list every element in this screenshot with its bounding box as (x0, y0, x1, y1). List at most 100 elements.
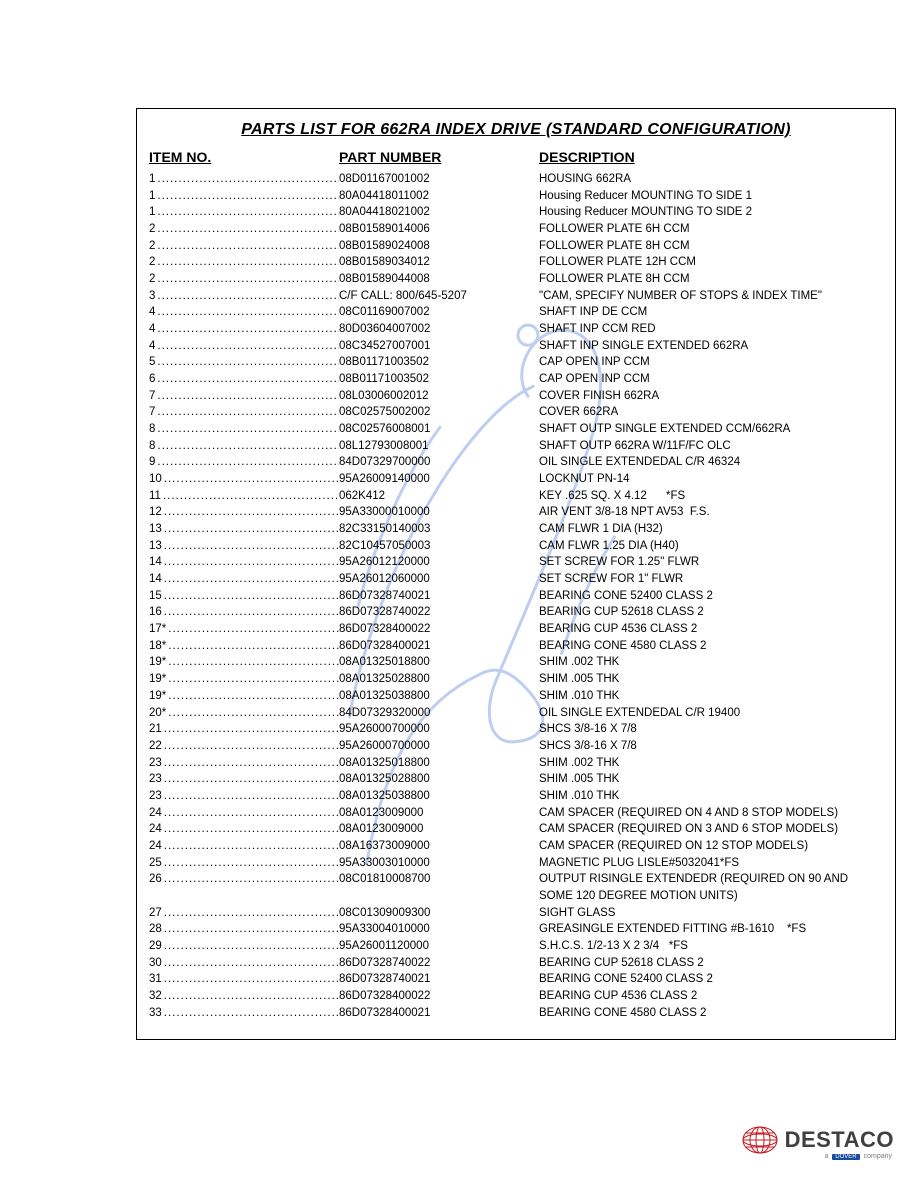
leader-dots: ........................................… (164, 471, 339, 488)
cell-item: 21......................................… (149, 721, 339, 738)
cell-item: 33......................................… (149, 1005, 339, 1022)
cell-description: SHCS 3/8-16 X 7/8 (539, 738, 883, 755)
table-row: 24......................................… (149, 805, 883, 822)
cell-item: 27......................................… (149, 905, 339, 922)
table-row: 29......................................… (149, 938, 883, 955)
cell-item: 4.......................................… (149, 321, 339, 338)
cell-description: CAM SPACER (REQUIRED ON 3 AND 6 STOP MOD… (539, 821, 883, 838)
cell-part-number: 80A04418011002 (339, 188, 539, 205)
item-number: 5 (149, 354, 157, 371)
table-row: 31......................................… (149, 971, 883, 988)
table-row: 20*.....................................… (149, 705, 883, 722)
cell-description: KEY .625 SQ. X 4.12 *FS (539, 488, 883, 505)
cell-part-number: 95A33004010000 (339, 921, 539, 938)
leader-dots: ........................................… (157, 304, 339, 321)
table-row: 25......................................… (149, 855, 883, 872)
table-row: 6.......................................… (149, 371, 883, 388)
leader-dots: ........................................… (164, 538, 339, 555)
item-number: 1 (149, 188, 157, 205)
cell-part-number: 08C01169007002 (339, 304, 539, 321)
table-row: 2.......................................… (149, 254, 883, 271)
item-number: 27 (149, 905, 164, 922)
item-number: 13 (149, 538, 164, 555)
cell-item: 2.......................................… (149, 254, 339, 271)
item-number: 19* (149, 671, 168, 688)
table-row: 7.......................................… (149, 388, 883, 405)
cell-item: 30......................................… (149, 955, 339, 972)
leader-dots: ........................................… (164, 971, 339, 988)
leader-dots: ........................................… (164, 588, 339, 605)
cell-part-number: 08L12793008001 (339, 438, 539, 455)
cell-item: 17*.....................................… (149, 621, 339, 638)
cell-item: 14......................................… (149, 554, 339, 571)
item-number: 4 (149, 338, 157, 355)
leader-dots: ........................................… (157, 438, 339, 455)
cell-item: 12......................................… (149, 504, 339, 521)
cell-description: SHAFT INP SINGLE EXTENDED 662RA (539, 338, 883, 355)
leader-dots: ........................................… (164, 871, 339, 888)
cell-part-number: 08C01309009300 (339, 905, 539, 922)
cell-part-number: 08A01325018800 (339, 755, 539, 772)
cell-description: BEARING CONE 4580 CLASS 2 (539, 1005, 883, 1022)
leader-dots: ........................................… (157, 371, 339, 388)
item-number: 29 (149, 938, 164, 955)
cell-item: 5.......................................… (149, 354, 339, 371)
leader-dots: ........................................… (157, 271, 339, 288)
cell-description: FOLLOWER PLATE 6H CCM (539, 221, 883, 238)
cell-part-number: 08L03006002012 (339, 388, 539, 405)
cell-item: 28......................................… (149, 921, 339, 938)
cell-description: CAP OPEN INP CCM (539, 371, 883, 388)
cell-item: 32......................................… (149, 988, 339, 1005)
table-row: 9.......................................… (149, 454, 883, 471)
item-number: 10 (149, 471, 164, 488)
cell-part-number: 86D07328400021 (339, 638, 539, 655)
cell-description: SHCS 3/8-16 X 7/8 (539, 721, 883, 738)
item-number: 1 (149, 204, 157, 221)
cell-item: 11......................................… (149, 488, 339, 505)
cell-item: 7.......................................… (149, 388, 339, 405)
cell-description: BEARING CONE 52400 CLASS 2 (539, 588, 883, 605)
item-number: 20* (149, 705, 168, 722)
cell-item: 10......................................… (149, 471, 339, 488)
table-row: 8.......................................… (149, 438, 883, 455)
cell-part-number: 86D07328740022 (339, 604, 539, 621)
item-number: 2 (149, 271, 157, 288)
table-row: 14......................................… (149, 571, 883, 588)
leader-dots: ........................................… (157, 171, 339, 188)
cell-item: 19*.....................................… (149, 671, 339, 688)
cell-item: 13......................................… (149, 521, 339, 538)
leader-dots: ........................................… (157, 388, 339, 405)
cell-description: S.H.C.S. 1/2-13 X 2 3/4 *FS (539, 938, 883, 955)
table-row: 3.......................................… (149, 288, 883, 305)
table-row: 23......................................… (149, 755, 883, 772)
cell-item: 6.......................................… (149, 371, 339, 388)
cell-part-number: C/F CALL: 800/645-5207 (339, 288, 539, 305)
cell-description: FOLLOWER PLATE 12H CCM (539, 254, 883, 271)
cell-part-number: 86D07328740022 (339, 955, 539, 972)
leader-dots: ........................................… (164, 855, 339, 872)
item-number: 2 (149, 238, 157, 255)
item-number: 22 (149, 738, 164, 755)
item-number: 7 (149, 388, 157, 405)
table-row: 19*.....................................… (149, 654, 883, 671)
cell-part-number: 82C33150140003 (339, 521, 539, 538)
cell-item: 1.......................................… (149, 204, 339, 221)
cell-description: OIL SINGLE EXTENDEDAL C/R 46324 (539, 454, 883, 471)
table-row: 7.......................................… (149, 404, 883, 421)
leader-dots: ........................................… (164, 521, 339, 538)
column-headers: ITEM NO. PART NUMBER DESCRIPTION (149, 149, 883, 171)
cell-part-number: 08B01589024008 (339, 238, 539, 255)
table-row: 24......................................… (149, 838, 883, 855)
cell-part-number: 95A26012060000 (339, 571, 539, 588)
leader-dots: ........................................… (157, 204, 339, 221)
table-row: 30......................................… (149, 955, 883, 972)
header-desc: DESCRIPTION (539, 149, 883, 165)
table-row: 8.......................................… (149, 421, 883, 438)
cell-item: 7.......................................… (149, 404, 339, 421)
cell-part-number: 062K412 (339, 488, 539, 505)
item-number: 1 (149, 171, 157, 188)
table-row: 17*.....................................… (149, 621, 883, 638)
cell-part-number: 08B01171003502 (339, 354, 539, 371)
table-row: 27......................................… (149, 905, 883, 922)
leader-dots: ........................................… (164, 821, 339, 838)
